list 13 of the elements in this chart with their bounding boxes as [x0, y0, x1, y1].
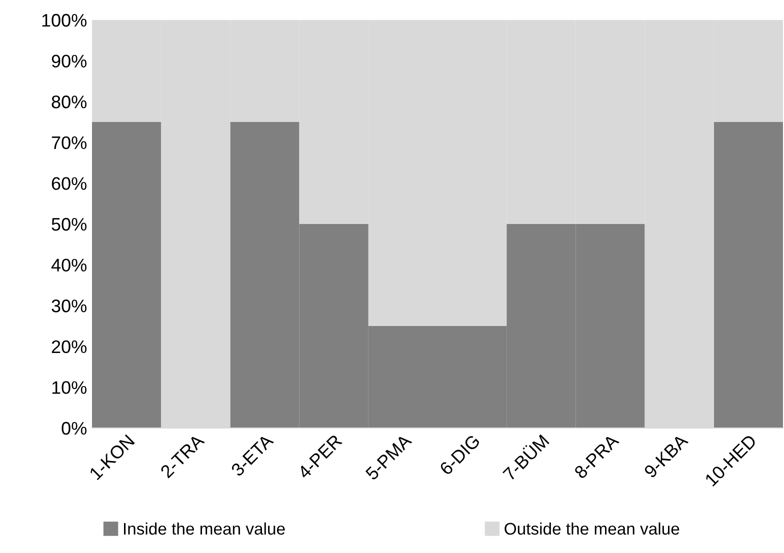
y-tick-label: 70%: [52, 136, 86, 150]
y-tick-label: 90%: [52, 54, 86, 68]
y-tick-label: 40%: [51, 258, 86, 272]
y-tick-label: 60%: [52, 177, 86, 190]
y-tick-label: 30%: [52, 300, 86, 312]
y-tick-label: 20%: [52, 340, 86, 354]
y-tick-label: 10%: [52, 381, 86, 394]
y-tick-label: 100%: [42, 14, 86, 27]
legend-label: Inside the mean value: [124, 522, 285, 535]
y-tick-label: 80%: [52, 96, 86, 108]
y-tick-label: 0%: [62, 422, 86, 435]
y-tick-label: 50%: [52, 218, 86, 231]
legend-label: Outside the mean value: [504, 522, 680, 535]
